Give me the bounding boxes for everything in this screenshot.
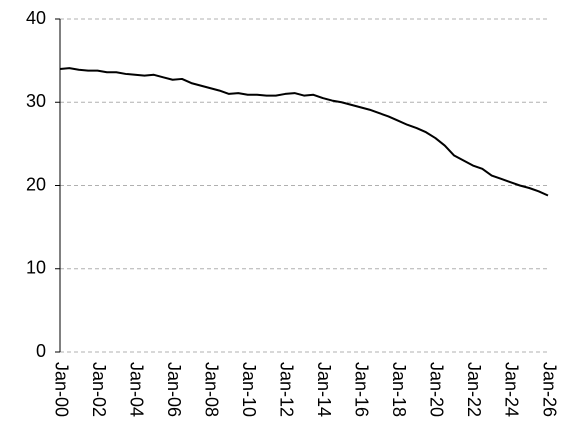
x-tick-label: Jan-14 xyxy=(314,362,334,417)
data-line xyxy=(59,67,549,197)
y-tick-label: 0 xyxy=(36,341,46,361)
y-tick-label: 30 xyxy=(26,91,46,111)
y-tick-label: 10 xyxy=(26,258,46,278)
x-tick-label: Jan-24 xyxy=(502,362,522,417)
x-tick-label: Jan-10 xyxy=(239,362,259,417)
x-tick-label: Jan-22 xyxy=(464,362,484,417)
x-tick-label: Jan-02 xyxy=(89,362,109,417)
x-tick-label: Jan-04 xyxy=(126,362,146,417)
y-tick-label: 40 xyxy=(26,8,46,28)
x-tick-label: Jan-00 xyxy=(51,362,71,417)
x-tick-label: Jan-08 xyxy=(201,362,221,417)
x-tick-label: Jan-16 xyxy=(352,362,372,417)
x-tick-label: Jan-26 xyxy=(539,362,559,417)
x-tick-label: Jan-06 xyxy=(164,362,184,417)
y-tick-label: 20 xyxy=(26,174,46,194)
x-tick-label: Jan-18 xyxy=(389,362,409,417)
x-tick-label: Jan-12 xyxy=(276,362,296,417)
x-tick-label: Jan-20 xyxy=(427,362,447,417)
